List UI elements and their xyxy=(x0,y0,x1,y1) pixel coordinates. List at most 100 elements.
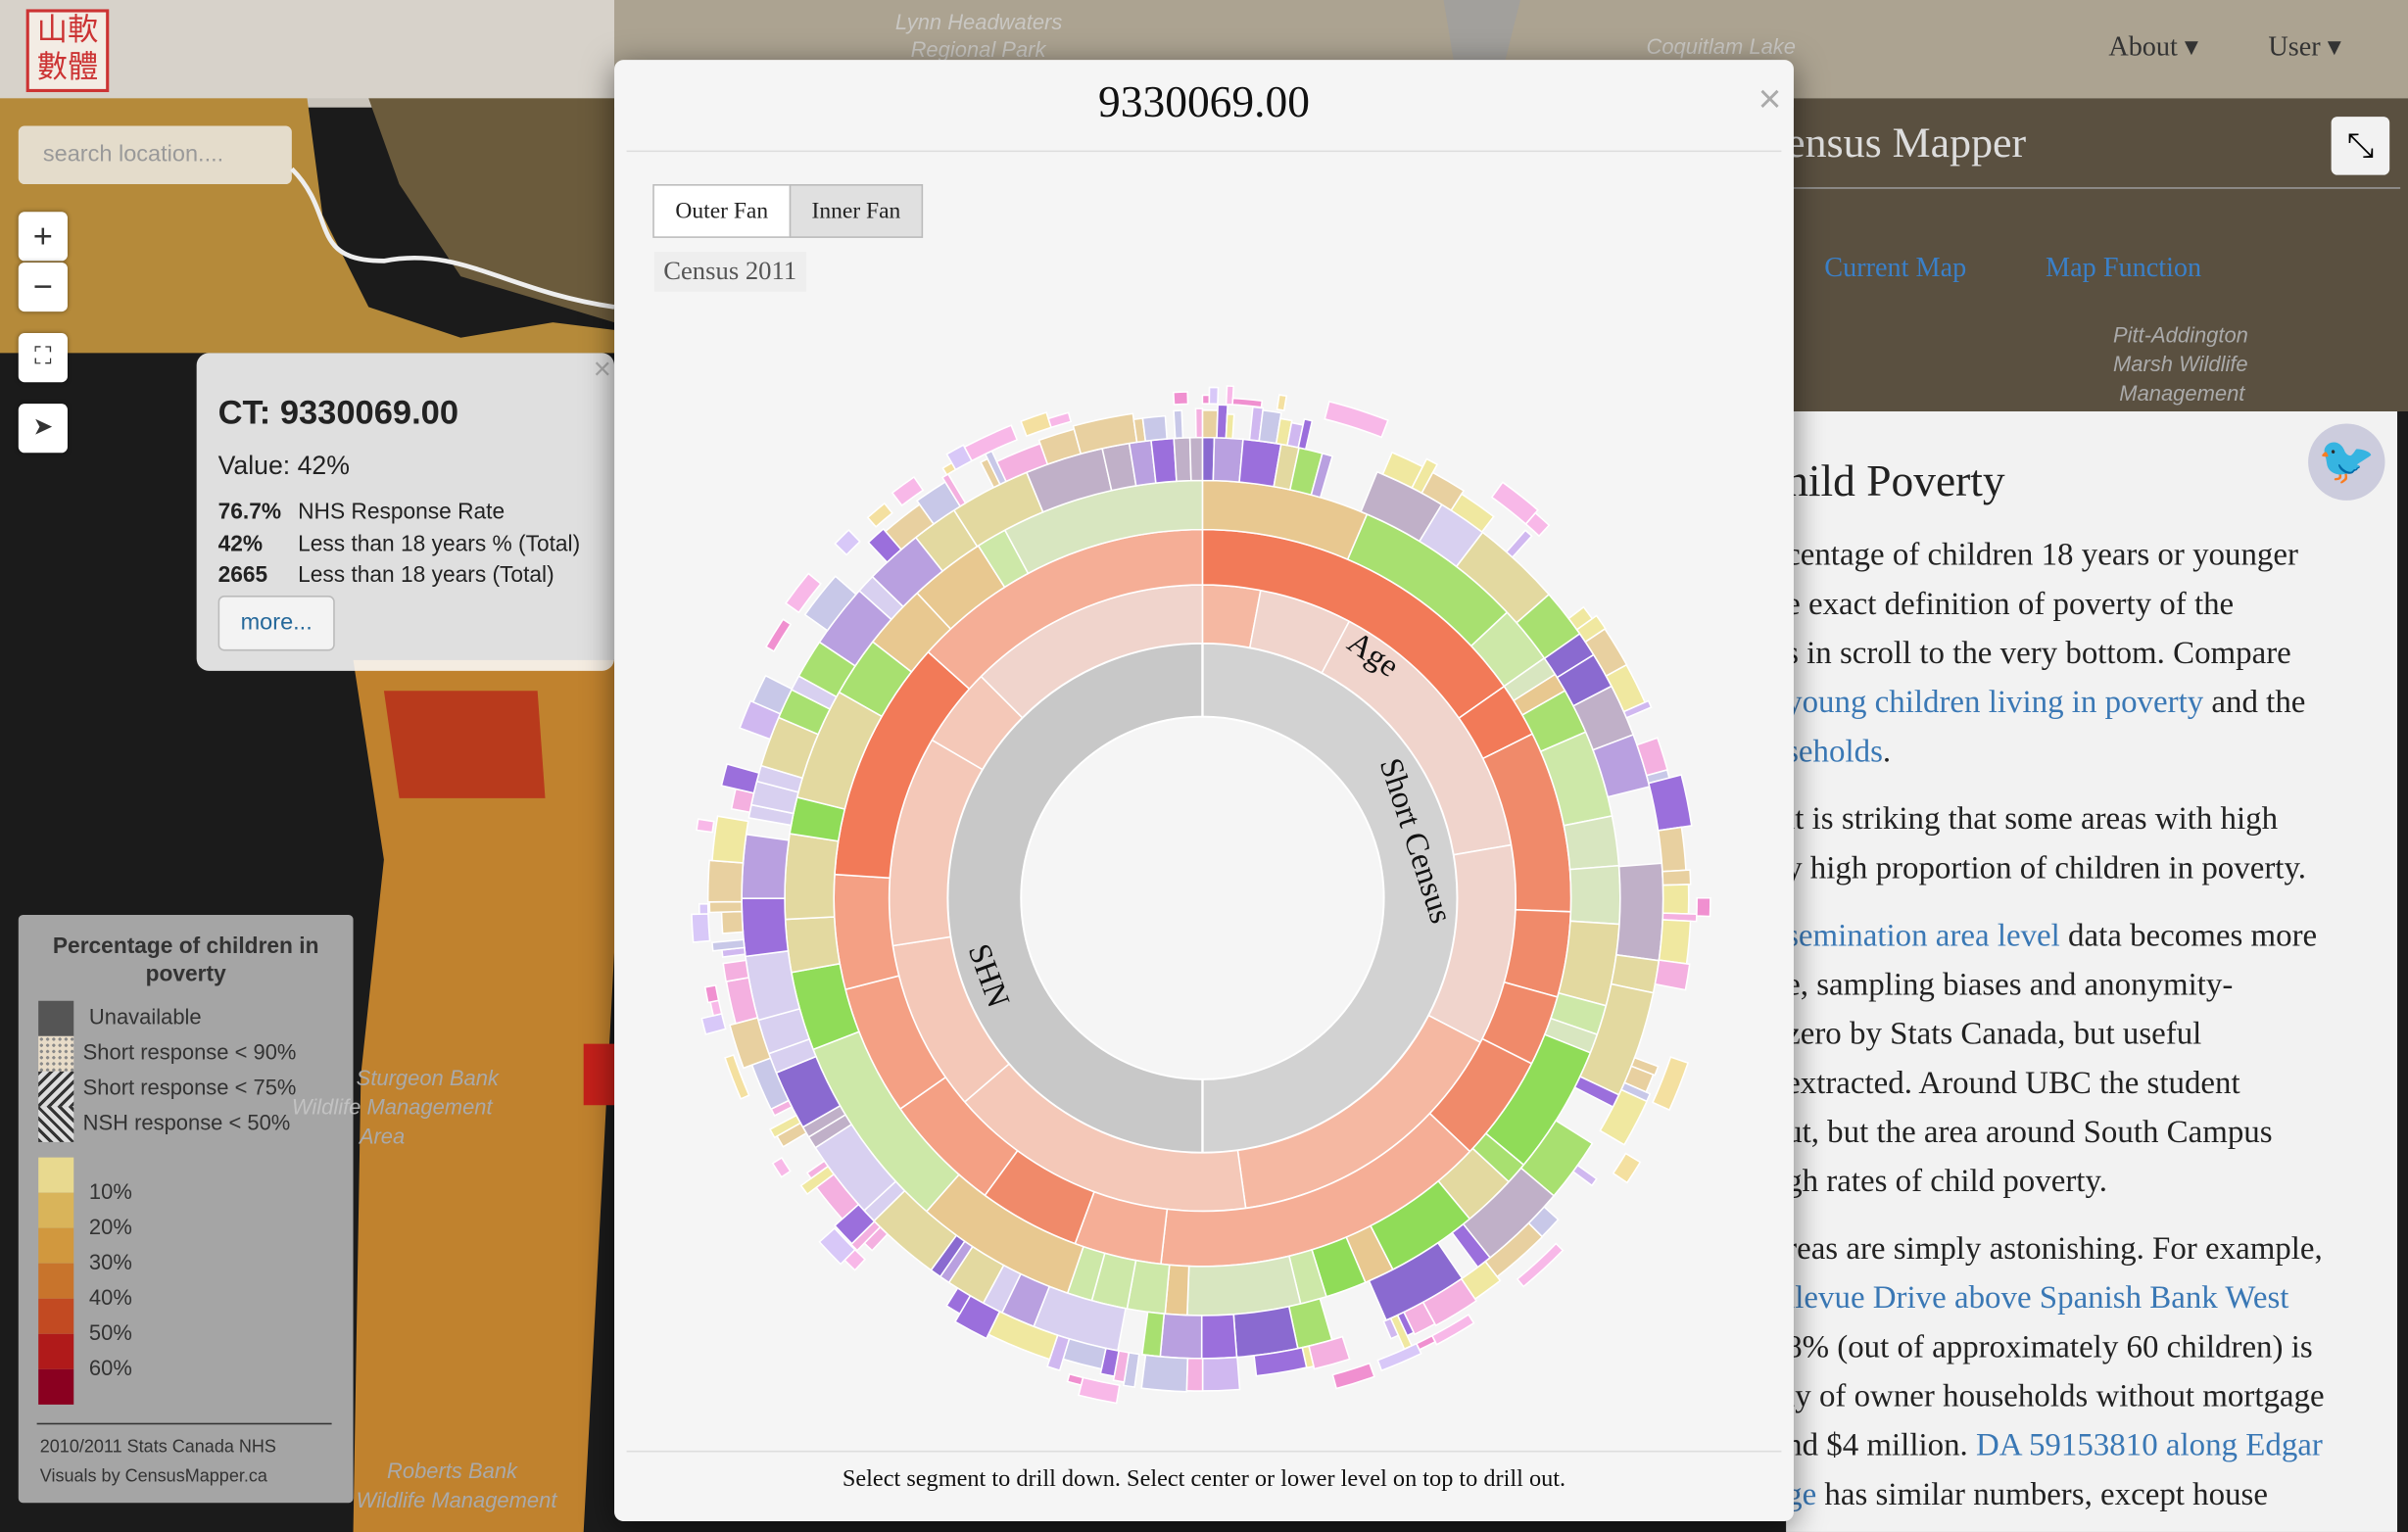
segment xyxy=(691,913,711,943)
logo[interactable]: 山軟 數體 xyxy=(25,9,110,93)
segment xyxy=(1208,386,1220,406)
segment xyxy=(1614,862,1664,962)
segment xyxy=(771,1156,792,1178)
fullscreen[interactable]: ⛶ xyxy=(18,333,68,383)
brand-rule xyxy=(1786,187,2401,189)
segment xyxy=(1200,1313,1238,1360)
segment xyxy=(1201,1356,1241,1392)
segment xyxy=(1524,511,1551,538)
segment xyxy=(784,916,842,974)
legend-scale-label: 40% xyxy=(88,1284,132,1310)
text-line: centage of children 18 years or younger xyxy=(1786,530,2324,579)
popup-rows: 76.7% NHS Response Rate 42% Less than 18 ye… xyxy=(218,501,581,595)
segment xyxy=(1212,436,1244,484)
text-line: 8% (out of approximately 60 children) is xyxy=(1786,1321,2324,1370)
legend-title: Percentage of children in poverty xyxy=(52,934,319,987)
link[interactable]: semination area level xyxy=(1786,916,2060,954)
text: extracted. Around UBC the student xyxy=(1786,1064,2240,1101)
tab[interactable]: Map Function xyxy=(2046,252,2202,283)
zoom-in[interactable]: + xyxy=(18,212,68,262)
legend-footer-line: 2010/2011 Stats Canada NHS xyxy=(39,1438,276,1458)
segment xyxy=(1657,826,1687,873)
segment xyxy=(741,897,790,958)
legend-color xyxy=(38,1298,74,1334)
segment xyxy=(1078,1376,1121,1405)
text-line: it is striking that some areas with high xyxy=(1786,793,2324,842)
link[interactable]: young children living in poverty xyxy=(1786,683,2204,720)
map-label: Wildlife Management xyxy=(356,1487,557,1512)
segment xyxy=(945,1286,972,1316)
map-label: Sturgeon Bank xyxy=(356,1065,499,1090)
menu-user[interactable]: User ▾ xyxy=(2268,30,2341,62)
tab[interactable]: Current Map xyxy=(1824,252,1967,283)
link[interactable]: seholds xyxy=(1786,732,1883,770)
segment xyxy=(1622,699,1653,719)
modal-title: 9330069.00 xyxy=(1098,77,1310,128)
inner-fan-button[interactable]: Inner Fan xyxy=(789,184,924,238)
text: has similar numbers, except house xyxy=(1816,1474,2268,1512)
text: ut, but the area around South Campus xyxy=(1786,1113,2273,1150)
segment xyxy=(963,424,1019,462)
segment xyxy=(818,1226,856,1266)
segment xyxy=(724,1053,750,1100)
segment xyxy=(703,983,720,1004)
row-label: Less than 18 years % (Total) xyxy=(298,532,581,557)
text-line: seholds. xyxy=(1786,726,2324,775)
segment xyxy=(805,1160,830,1180)
segment xyxy=(1696,896,1711,918)
text-line xyxy=(1786,891,2324,910)
segment xyxy=(1654,959,1691,991)
legend-color xyxy=(38,1192,74,1228)
link[interactable]: llevue Drive above Spanish Bank West xyxy=(1786,1278,2289,1317)
search-box[interactable]: search location.... xyxy=(18,125,292,185)
collapse-button[interactable]: ⤡ xyxy=(2331,117,2390,175)
segment xyxy=(1232,1305,1299,1359)
land xyxy=(353,659,615,1532)
segment xyxy=(1658,919,1692,965)
segment xyxy=(1651,1056,1690,1112)
segment xyxy=(764,618,793,652)
modal-close[interactable]: × xyxy=(1758,74,1782,121)
segment xyxy=(741,833,791,899)
brand: ensus Mapper xyxy=(1786,120,2027,168)
segment xyxy=(1140,1311,1166,1358)
segment xyxy=(1568,864,1621,926)
legend-scale-label: 50% xyxy=(88,1319,132,1345)
popup-title: CT: 9330069.00 xyxy=(217,393,459,432)
segment xyxy=(1201,436,1216,482)
segment xyxy=(1647,774,1693,832)
segment xyxy=(1225,412,1235,440)
locate[interactable]: ➤ xyxy=(18,404,68,454)
link[interactable]: DA 59153810 along Edgar xyxy=(1976,1425,2323,1463)
legend-label: Unavailable xyxy=(88,1003,202,1029)
menu-about[interactable]: About ▾ xyxy=(2108,30,2199,62)
segment xyxy=(1450,493,1495,534)
segment xyxy=(1382,1317,1400,1340)
segment xyxy=(1066,1372,1084,1386)
text-line: semination area level data becomes more xyxy=(1786,910,2324,959)
segment xyxy=(1173,436,1192,483)
text-line: gh rates of child poverty. xyxy=(1786,1156,2324,1205)
zoom-out[interactable]: − xyxy=(18,262,68,312)
segment xyxy=(711,938,746,952)
segment xyxy=(1376,1342,1422,1372)
legend-footer-line: Visuals by CensusMapper.ca xyxy=(39,1467,267,1486)
center xyxy=(1020,716,1385,1080)
more-button[interactable]: more... xyxy=(217,596,335,651)
legend-footer: 2010/2011 Stats Canada NHS Visuals by Ce… xyxy=(40,1434,276,1493)
popup-close[interactable]: × xyxy=(593,353,611,387)
row-value: 2665 xyxy=(217,563,268,589)
segment xyxy=(1310,452,1334,499)
twitter-icon[interactable]: 🐦 xyxy=(2308,423,2385,501)
text-line: ly of owner households without mortgage xyxy=(1786,1370,2324,1419)
segment xyxy=(720,910,745,934)
segment xyxy=(1173,409,1184,440)
segment xyxy=(698,902,709,915)
segment xyxy=(1150,437,1178,485)
legend-label: Short response < 75% xyxy=(82,1074,297,1100)
segment xyxy=(1662,869,1692,886)
segment xyxy=(1505,529,1533,559)
menu-label: User xyxy=(2268,30,2321,62)
legend-rule xyxy=(36,1422,332,1425)
